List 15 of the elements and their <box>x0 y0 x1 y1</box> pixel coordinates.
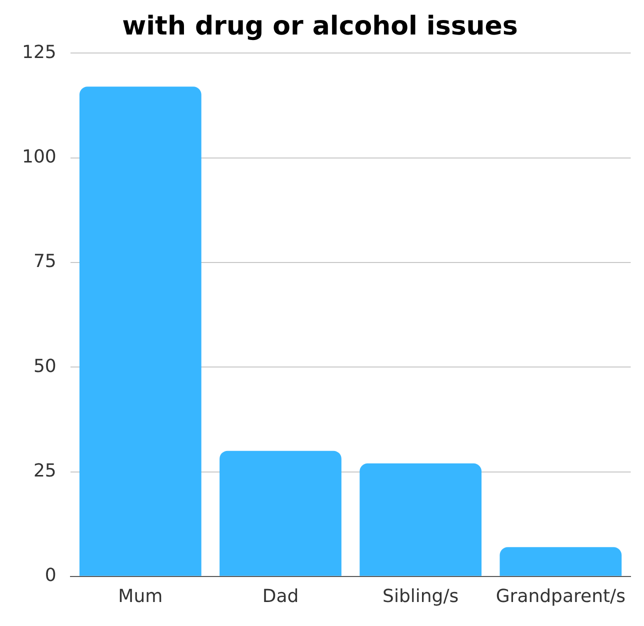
y-tick-label: 25 <box>33 460 56 482</box>
bar <box>360 463 482 576</box>
y-tick-label: 75 <box>33 251 56 272</box>
y-tick-label: 0 <box>44 565 56 586</box>
x-tick-label: Dad <box>262 586 299 607</box>
x-tick-label: Sibling/s <box>382 586 459 607</box>
y-tick-label: 125 <box>22 42 56 63</box>
bar <box>500 547 622 576</box>
bar <box>220 450 342 576</box>
chart-title: with drug or alcohol issues <box>122 11 518 42</box>
y-tick-label: 50 <box>33 356 56 377</box>
x-tick-label: Grandparent/s <box>496 586 626 607</box>
y-tick-label: 100 <box>22 146 56 168</box>
bar <box>79 86 202 576</box>
x-tick-label: Mum <box>118 586 163 607</box>
